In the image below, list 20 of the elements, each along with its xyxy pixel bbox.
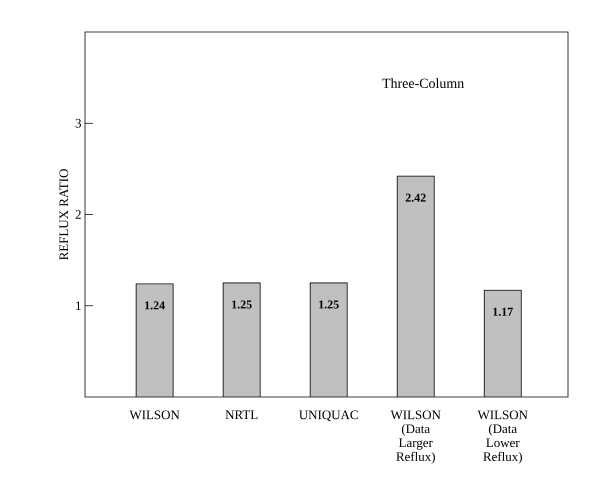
x-tick-label: UNIQUAC <box>299 410 358 422</box>
bar <box>310 282 348 397</box>
data-label: 1.25 <box>319 300 339 309</box>
x-tick-label: WILSON <box>129 410 180 420</box>
x-tick-label: NRTL <box>226 410 258 419</box>
data-label: 1.24 <box>145 301 165 310</box>
data-label: 1.25 <box>232 300 252 309</box>
text: Three-Column <box>382 78 464 88</box>
y-tick-label: 1 <box>76 301 81 310</box>
y-tick-label: 2 <box>76 210 81 219</box>
bar <box>396 176 435 397</box>
y-axis-title: REFLUX RATIO <box>59 169 68 260</box>
data-label: 2.42 <box>406 194 426 202</box>
x-tick-label: WILSON (Data Lower Reflux) <box>478 410 528 464</box>
bar <box>136 283 174 397</box>
bar <box>484 290 522 397</box>
bar <box>222 282 261 397</box>
x-tick-label: WILSON (Data Larger Reflux) <box>390 410 441 464</box>
y-tick-label: 3 <box>76 118 81 128</box>
data-label: 1.17 <box>493 308 513 316</box>
